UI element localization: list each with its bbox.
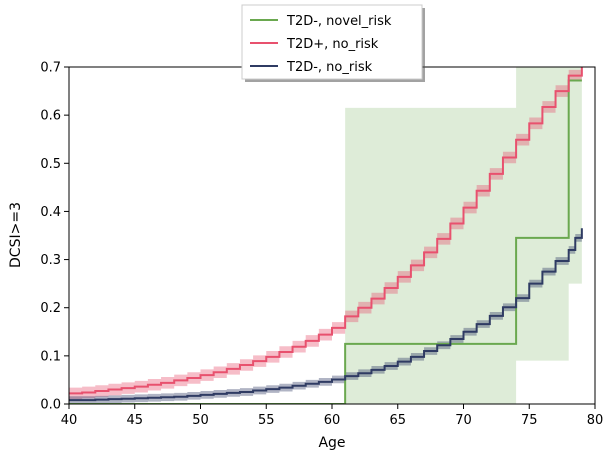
x-tick-label: 75 bbox=[521, 413, 538, 428]
series-line-2 bbox=[69, 67, 583, 395]
series-lines bbox=[69, 67, 583, 404]
x-axis-label: Age bbox=[318, 435, 345, 451]
legend-label-2: T2D+, no_risk bbox=[286, 37, 379, 52]
legend-label-1: T2D-, novel_risk bbox=[286, 14, 392, 29]
confidence-bands bbox=[69, 67, 582, 404]
y-axis-label: DCSI>=3 bbox=[8, 202, 24, 268]
x-tick-label: 40 bbox=[61, 413, 78, 428]
legend: T2D-, novel_risk T2D+, no_risk T2D-, no_ri… bbox=[241, 4, 425, 82]
x-tick-label: 80 bbox=[587, 413, 604, 428]
y-tick-label: 0.1 bbox=[40, 349, 61, 364]
y-tick-label: 0.2 bbox=[40, 301, 61, 316]
x-tick-label: 50 bbox=[192, 413, 209, 428]
y-tick-label: 0.7 bbox=[40, 61, 61, 76]
y-tick-label: 0.3 bbox=[40, 253, 61, 268]
series-line-3 bbox=[69, 228, 583, 402]
legend-label-3: T2D-, no_risk bbox=[286, 60, 373, 75]
x-tick-label: 65 bbox=[389, 413, 406, 428]
y-tick-label: 0.4 bbox=[40, 205, 61, 220]
x-tick-label: 55 bbox=[258, 413, 275, 428]
series-band-1 bbox=[345, 67, 582, 404]
series-line-1 bbox=[69, 79, 582, 404]
y-tick-label: 0.0 bbox=[40, 398, 61, 413]
x-tick-label: 70 bbox=[455, 413, 472, 428]
x-tick-label: 60 bbox=[324, 413, 341, 428]
axes: 40 45 50 55 60 65 70 75 80 0.0 0.1 0.2 0.3 0.4 0.5 0.6 0… bbox=[40, 61, 603, 429]
y-tick-label: 0.5 bbox=[40, 157, 61, 172]
x-tick-label: 45 bbox=[126, 413, 143, 428]
series-band-2 bbox=[69, 67, 582, 400]
y-tick-label: 0.6 bbox=[40, 109, 61, 124]
